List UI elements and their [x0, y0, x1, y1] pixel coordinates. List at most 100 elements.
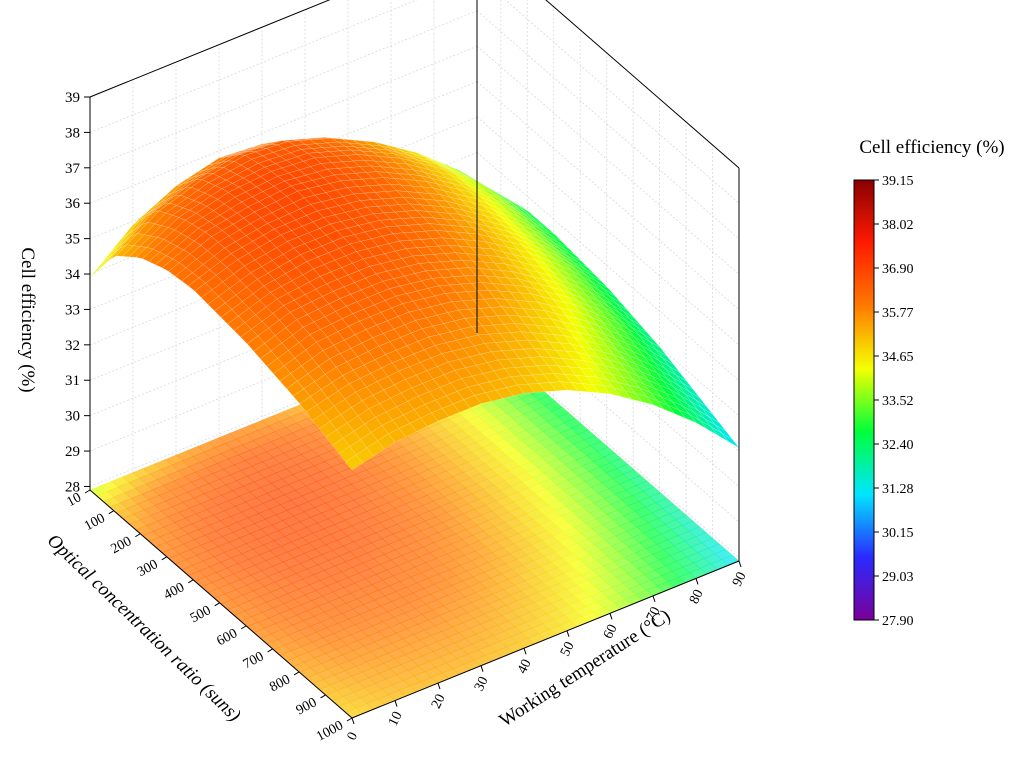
y-tick-mark — [437, 682, 441, 690]
chart-frame — [89, 0, 740, 719]
y-tick-label: 90 — [730, 570, 750, 589]
y-tick-mark — [394, 700, 398, 707]
y-tick-mark — [609, 613, 613, 620]
x-tick-mark — [346, 717, 353, 722]
grid-line-z — [476, 45, 740, 275]
x-tick-mark — [84, 489, 91, 494]
z-tick-label: 36 — [65, 196, 81, 212]
grid-line-z — [476, 152, 740, 381]
surface-cell — [452, 399, 471, 413]
y-tick-mark — [652, 595, 656, 603]
surface-cell — [377, 433, 396, 450]
colorbar-tick-label: 30.15 — [882, 526, 914, 541]
x-tick-mark — [135, 533, 141, 538]
y-tick-mark — [695, 578, 699, 585]
grid-line-z — [504, 0, 740, 204]
z-tick-label: 37 — [65, 161, 81, 177]
x-tick-mark — [187, 579, 194, 584]
z-tick-label: 38 — [65, 125, 80, 141]
surface-cell — [420, 412, 439, 427]
z-tick-label: 33 — [65, 302, 80, 318]
x-tick-label: 700 — [241, 649, 267, 672]
y-tick-mark — [566, 630, 570, 637]
colorbar-tick-label: 38.02 — [882, 218, 914, 233]
y-tick-label: 30 — [472, 675, 492, 694]
y-tick-label: 60 — [601, 622, 621, 641]
x-tick-mark — [214, 602, 220, 607]
z-axis-title: Cell efficiency (%) — [17, 247, 38, 392]
y-tick-label: 50 — [558, 640, 578, 659]
y-tick-label: 40 — [515, 657, 535, 676]
top-edge-right — [545, 0, 740, 169]
colorbar-title: Cell efficiency (%) — [859, 137, 1004, 158]
grid-line-z — [476, 81, 740, 310]
x-tick-mark — [320, 694, 326, 699]
grid-line-z — [89, 0, 418, 133]
colorbar-tick-label: 33.52 — [882, 394, 914, 409]
colorbar-tick-label: 32.40 — [882, 438, 914, 453]
surface-cell — [441, 403, 460, 418]
z-tick-label: 31 — [65, 373, 80, 389]
x-tick-label: 800 — [267, 672, 293, 695]
surface-cell — [388, 428, 407, 443]
y-tick-mark — [523, 648, 527, 655]
z-tick-label: 39 — [65, 90, 80, 106]
y-tick-label: 70 — [644, 605, 664, 624]
x-tick-label: 200 — [109, 534, 135, 557]
surface-cell — [431, 408, 450, 422]
surface-cell — [355, 447, 374, 464]
x-tick-label: 500 — [188, 603, 214, 626]
x-tick-label: 400 — [162, 580, 188, 603]
surface-cell — [506, 384, 525, 397]
x-axis-line — [89, 489, 353, 719]
y-tick-label: 80 — [687, 587, 707, 606]
grid-line-z — [476, 116, 740, 346]
z-tick-label: 35 — [65, 232, 80, 248]
x-tick-label: 1000 — [314, 718, 346, 744]
x-tick-mark — [267, 648, 273, 653]
surface-cell — [474, 392, 493, 404]
grid-line-z — [89, 10, 478, 169]
colorbar-ticks: 39.15 38.02 36.90 35.77 34.65 33.52 32.40 31.28… — [874, 174, 914, 629]
grid-line-z — [476, 10, 740, 240]
x-tick-label: 100 — [82, 511, 108, 534]
y-tick-mark — [480, 665, 484, 672]
surface-cell — [495, 387, 514, 399]
colorbar-tick-label: 34.65 — [882, 350, 914, 365]
y-tick-mark — [738, 560, 742, 568]
x-tick-label: 10 — [64, 490, 83, 510]
z-tick-label: 30 — [65, 409, 80, 425]
y-tick-label: 20 — [429, 692, 449, 711]
efficiency-surface — [89, 137, 740, 471]
colorbar-tick-label: 29.03 — [882, 570, 914, 585]
x-tick-label: 600 — [214, 626, 240, 649]
x-tick-mark — [240, 625, 247, 630]
colorbar-tick-label: 39.15 — [882, 174, 914, 189]
top-edge-left — [89, 0, 331, 98]
y-axis-line — [351, 560, 740, 719]
x-tick-label: 300 — [135, 557, 161, 580]
z-tick-label: 34 — [65, 267, 81, 283]
surface-cell — [463, 395, 482, 409]
x-tick-mark — [161, 556, 168, 561]
back-wall-left — [477, 0, 739, 561]
colorbar-tick-label: 36.90 — [882, 262, 914, 277]
x-tick-label: 900 — [294, 695, 320, 718]
z-tick-label: 29 — [65, 444, 80, 460]
grid-line-z — [89, 45, 478, 204]
x-tick-mark — [108, 510, 115, 515]
y-tick-label: 0 — [345, 730, 362, 743]
axis-ticks: 2829303132333435363738391010020030040050… — [64, 90, 749, 745]
surface-cell — [345, 454, 364, 471]
z-tick-label: 28 — [65, 479, 80, 495]
colorbar-tick-label: 27.90 — [882, 614, 914, 629]
colorbar-tick-label: 35.77 — [882, 306, 914, 321]
colorbar-gradient — [853, 179, 875, 621]
z-tick-label: 32 — [65, 338, 80, 354]
surface-cell — [484, 389, 503, 402]
y-tick-mark — [351, 717, 355, 725]
surface-cell — [366, 440, 385, 457]
y-tick-label: 10 — [386, 709, 406, 728]
